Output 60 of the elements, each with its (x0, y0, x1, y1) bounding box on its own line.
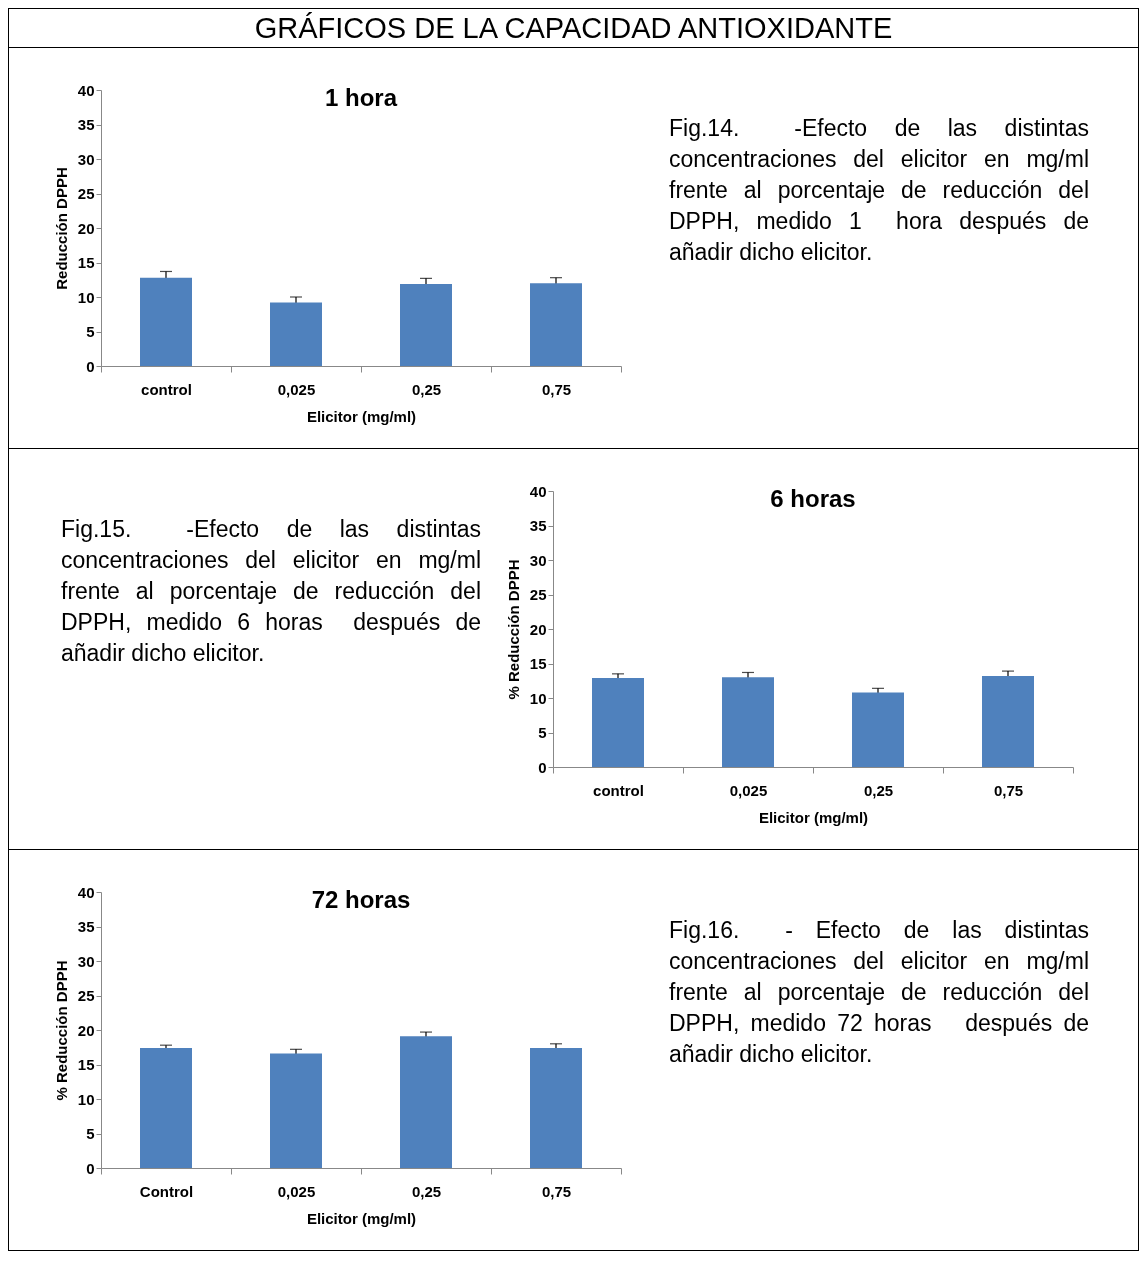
y-tick-label: 5 (86, 323, 95, 340)
x-tick-label: 0,75 (541, 380, 572, 398)
bar (592, 677, 644, 767)
x-tick-label: 0,25 (863, 781, 894, 799)
y-axis-title: % Reducción DPPH (504, 559, 522, 700)
y-tick-label: 10 (77, 288, 95, 306)
y-tick-label: 15 (77, 254, 95, 271)
y-tick-label: 25 (77, 185, 95, 202)
chart-title: 1 hora (324, 84, 398, 111)
y-tick-label: 40 (529, 482, 547, 500)
y-tick-label: 30 (77, 952, 95, 970)
x-tick-label: 0,025 (729, 781, 768, 799)
y-tick-label: 20 (529, 620, 547, 638)
bar (852, 692, 904, 767)
y-tick-label: 40 (77, 883, 95, 901)
y-tick-label: 25 (529, 586, 547, 603)
y-tick-label: 40 (77, 81, 95, 99)
y-tick-label: 35 (77, 918, 95, 935)
y-tick-label: 5 (86, 1125, 95, 1142)
x-axis-title: Elicitor (mg/ml) (306, 1209, 417, 1227)
bar (982, 675, 1034, 767)
y-tick-label: 0 (86, 357, 95, 375)
x-axis-title: Elicitor (mg/ml) (306, 407, 417, 425)
bar (140, 277, 192, 366)
y-tick-label: 15 (529, 655, 547, 672)
y-tick-label: 35 (529, 517, 547, 534)
y-tick-label: 10 (77, 1090, 95, 1108)
y-tick-label: 10 (529, 689, 547, 707)
x-tick-label: 0,025 (277, 1182, 316, 1200)
y-tick-label: 0 (538, 758, 547, 776)
x-axis-title: Elicitor (mg/ml) (758, 808, 869, 826)
y-axis-title: % Reducción DPPH (52, 960, 70, 1101)
x-tick-label: 0,75 (993, 781, 1024, 799)
text: GRÁFICOS DE LA CAPACIDAD ANTIOXIDANTE (8, 8, 1139, 48)
y-tick-label: 15 (77, 1056, 95, 1073)
y-tick-label: 0 (86, 1159, 95, 1177)
x-tick-label: control (593, 781, 644, 799)
y-tick-label: 30 (529, 551, 547, 569)
x-tick-label: 0,25 (411, 1182, 442, 1200)
x-tick-label: 0,75 (541, 1182, 572, 1200)
bar (530, 283, 582, 366)
caption: Fig.16. - Efecto de las distintas concentraciones del elicitor en mg/ml frente al porcentaje de reducción del DPPH, medido 72 horas después de añadir dicho elicitor. (669, 916, 1089, 1069)
y-tick-label: 30 (77, 150, 95, 168)
chart-title: 72 horas (311, 886, 411, 913)
chart-title: 6 horas (770, 485, 856, 512)
caption: Fig.15. -Efecto de las distintas concentraciones del elicitor en mg/ml frente al porcentaje de reducción del DPPH, medido 6 horas después de añadir dicho elicitor. (61, 515, 481, 668)
y-tick-label: 5 (538, 724, 547, 741)
caption: Fig.14. -Efecto de las distintas concentraciones del elicitor en mg/ml frente al porcentaje de reducción del DPPH, medido 1 hora después de añadir dicho elicitor. (669, 114, 1089, 267)
y-tick-label: 25 (77, 987, 95, 1004)
y-axis-title: Reducción DPPH (52, 167, 70, 290)
y-tick-label: 20 (77, 1021, 95, 1039)
x-tick-label: 0,025 (277, 380, 316, 398)
x-tick-label: Control (139, 1182, 194, 1200)
bar (270, 302, 322, 366)
y-tick-label: 35 (77, 116, 95, 133)
bar (400, 283, 452, 366)
bar (722, 677, 774, 767)
x-tick-label: 0,25 (411, 380, 442, 398)
x-tick-label: control (141, 380, 192, 398)
y-tick-label: 20 (77, 219, 95, 237)
